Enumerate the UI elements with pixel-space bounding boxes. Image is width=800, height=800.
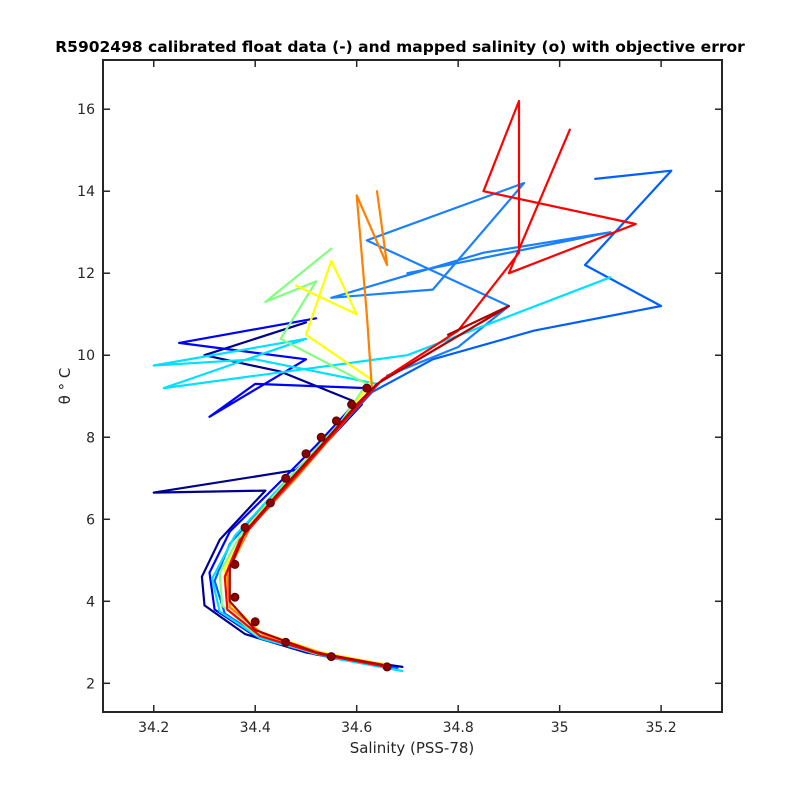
y-tick-label: 16 <box>77 102 95 118</box>
mapped-salinity-marker <box>331 416 341 426</box>
float-profile-line-10 <box>228 304 510 666</box>
x-tick-label: 34.4 <box>240 720 271 736</box>
y-tick-label: 14 <box>77 184 95 200</box>
x-tick-label: 34.2 <box>138 720 169 736</box>
chart-title: R5902498 calibrated float data (-) and m… <box>55 38 745 56</box>
mapped-salinity-marker <box>230 592 240 602</box>
mapped-salinity-marker <box>347 400 357 409</box>
mapped-salinity-layer <box>230 383 392 672</box>
x-tick-label: 34.6 <box>341 720 372 736</box>
mapped-salinity-marker <box>281 637 291 647</box>
mapped-salinity-marker <box>362 383 372 393</box>
y-tick-label: 2 <box>86 676 95 692</box>
x-tick-label: 34.8 <box>443 720 474 736</box>
x-tick-label: 35.2 <box>646 720 677 736</box>
x-tick-label: 35 <box>551 720 569 736</box>
axes-ticks: 34.2 34.4 34.6 34.8 35 35.2 2 4 6 8 10 12 14 16 <box>77 60 722 736</box>
mapped-salinity-marker <box>382 662 392 672</box>
mapped-salinity-marker <box>301 449 311 459</box>
plot-frame <box>102 59 723 713</box>
y-tick-label: 10 <box>77 348 95 364</box>
mapped-salinity-marker <box>250 617 260 627</box>
y-tick-label: 8 <box>86 430 95 446</box>
x-axis-label: Salinity (PSS-78) <box>350 739 475 757</box>
y-axis-label: θ ° C <box>56 368 74 405</box>
mapped-salinity-marker <box>240 523 250 532</box>
float-profile-line-8 <box>226 190 391 667</box>
mapped-salinity-marker <box>281 473 291 483</box>
mapped-salinity-marker <box>326 652 336 662</box>
mapped-salinity-marker <box>316 432 326 442</box>
mapped-salinity-marker <box>230 559 240 569</box>
y-tick-label: 4 <box>86 594 95 610</box>
y-tick-label: 6 <box>86 512 95 528</box>
mapped-salinity-marker <box>265 498 275 508</box>
y-tick-label: 12 <box>77 266 95 282</box>
float-profile-line-9 <box>223 99 637 669</box>
float-profile-line-1 <box>152 321 404 669</box>
